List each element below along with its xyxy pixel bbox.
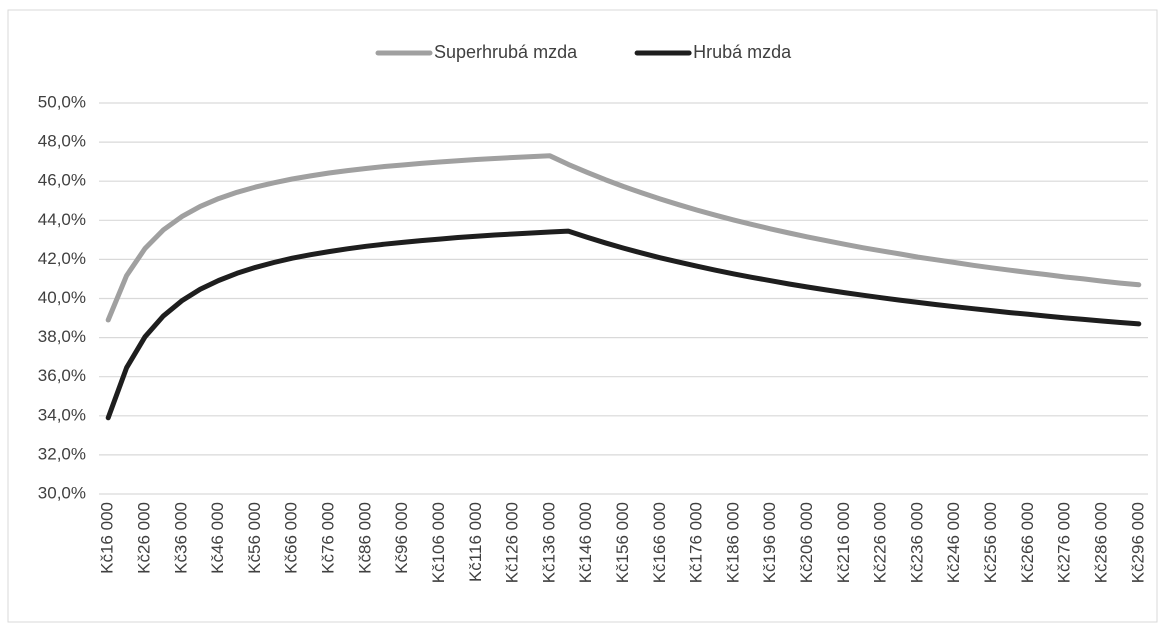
y-tick-label: 36,0% <box>38 366 86 385</box>
y-tick-label: 34,0% <box>38 405 86 424</box>
x-tick-label: Kč196 000 <box>760 502 779 583</box>
x-tick-label: Kč296 000 <box>1128 502 1147 583</box>
y-tick-label: 30,0% <box>38 483 86 502</box>
x-tick-label: Kč96 000 <box>392 502 411 574</box>
legend-label: Hrubá mzda <box>693 42 792 62</box>
y-tick-label: 32,0% <box>38 444 86 463</box>
x-tick-label: Kč166 000 <box>650 502 669 583</box>
y-tick-label: 50,0% <box>38 92 86 111</box>
x-tick-label: Kč126 000 <box>503 502 522 583</box>
x-tick-label: Kč276 000 <box>1055 502 1074 583</box>
x-tick-label: Kč36 000 <box>171 502 190 574</box>
x-tick-label: Kč116 000 <box>466 502 485 582</box>
y-tick-label: 42,0% <box>38 249 86 268</box>
chart-frame <box>7 9 1158 623</box>
x-tick-label: Kč226 000 <box>871 502 890 583</box>
x-tick-label: Kč246 000 <box>944 502 963 583</box>
x-tick-label: Kč256 000 <box>981 502 1000 583</box>
x-tick-label: Kč136 000 <box>539 502 558 583</box>
x-tick-label: Kč66 000 <box>282 502 301 574</box>
series-line <box>105 153 1142 323</box>
y-tick-label: 48,0% <box>38 132 86 151</box>
x-tick-label: Kč86 000 <box>355 502 374 574</box>
x-tick-label: Kč156 000 <box>613 502 632 583</box>
x-tick-label: Kč176 000 <box>687 502 706 583</box>
y-tick-label: 44,0% <box>38 210 86 229</box>
x-tick-label: Kč56 000 <box>245 502 264 574</box>
x-tick-label: Kč216 000 <box>834 502 853 583</box>
x-tick-label: Kč146 000 <box>576 502 595 583</box>
legend: Superhrubá mzda Hrubá mzda <box>375 42 792 62</box>
x-tick-label: Kč236 000 <box>907 502 926 583</box>
x-tick-label: Kč206 000 <box>797 502 816 583</box>
x-tick-label: Kč286 000 <box>1091 502 1110 583</box>
x-tick-label: Kč106 000 <box>429 502 448 583</box>
x-tick-label: Kč186 000 <box>723 502 742 583</box>
x-tick-label: Kč266 000 <box>1018 502 1037 583</box>
legend-label: Superhrubá mzda <box>434 42 578 62</box>
x-tick-label: Kč76 000 <box>319 502 338 574</box>
y-tick-label: 40,0% <box>38 288 86 307</box>
x-tick-label: Kč46 000 <box>208 502 227 574</box>
y-tick-label: 46,0% <box>38 171 86 190</box>
y-tick-label: 38,0% <box>38 327 86 346</box>
series-line <box>105 228 1142 421</box>
x-tick-label: Kč16 000 <box>98 502 117 574</box>
x-tick-label: Kč26 000 <box>134 502 153 574</box>
